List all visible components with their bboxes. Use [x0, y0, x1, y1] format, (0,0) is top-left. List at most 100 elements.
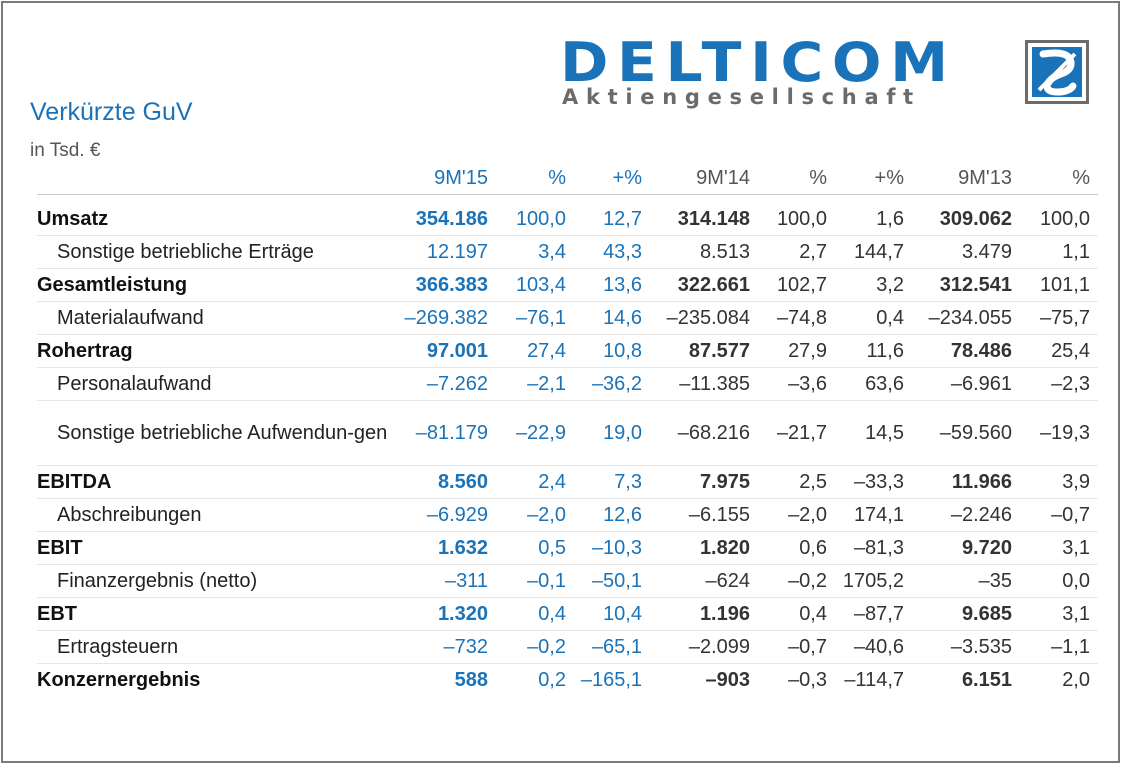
table-row: Konzernergebnis 588 0,2 –165,1 –903 –0,3 –114,…	[37, 664, 1098, 697]
value-9m15: –6.929	[391, 498, 496, 532]
logo-wordmark: DELTICOM	[560, 31, 957, 94]
change-9m14: 0,4	[835, 301, 912, 335]
value-9m14: 322.661	[650, 268, 758, 302]
pct-9m13: –75,7	[1020, 301, 1098, 335]
change-9m14: –40,6	[835, 630, 912, 664]
value-9m13: 312.541	[912, 268, 1020, 302]
change-9m15: 7,3	[574, 465, 650, 499]
value-9m14: –11.385	[650, 367, 758, 401]
pct-9m15: 2,4	[496, 465, 574, 499]
change-9m14: 1,6	[835, 194, 912, 236]
change-9m15: 19,0	[574, 400, 650, 466]
pct-9m14: –2,0	[758, 498, 835, 532]
pct-9m15: –0,1	[496, 564, 574, 598]
table-row: Finanzergebnis (netto) –311 –0,1 –50,1 –624–…	[37, 564, 1098, 598]
value-9m15: 8.560	[391, 465, 496, 499]
header-9m15: 9M'15	[391, 163, 496, 195]
header-9m14: 9M'14	[650, 163, 758, 195]
row-label: Konzernergebnis	[37, 668, 201, 691]
row-label: EBITDA	[37, 465, 391, 499]
value-9m14: –6.155	[650, 498, 758, 532]
value-9m15: 12.197	[391, 235, 496, 269]
pct-9m13: –2,3	[1020, 367, 1098, 401]
table-header-row: 9M'15 % +% 9M'14 % +% 9M'13 %	[37, 163, 1098, 195]
change-9m14: –81,3	[835, 531, 912, 565]
pct-9m14: 27,9	[758, 334, 835, 368]
table-row: EBT 1.320 0,4 10,4 1.196 0,4 –87,7 9.685 3,1	[37, 597, 1098, 631]
table-row: Ertragsteuern –732 –0,2 –65,1 –2.099 –0,7 –40,…	[37, 630, 1098, 664]
table-row: EBIT 1.632 0,5 –10,3 1.820 0,6 –81,3 9.720 3,1	[37, 531, 1098, 565]
value-9m14: 1.820	[650, 531, 758, 565]
row-label: Sonstige betriebliche Erträge	[37, 235, 391, 269]
pct-9m15: 0,2	[538, 668, 566, 691]
unit-label: in Tsd. €	[30, 140, 101, 161]
value-9m13: 78.486	[912, 334, 1020, 368]
value-9m14: –68.216	[650, 400, 758, 466]
header-change-14: +%	[835, 163, 912, 195]
pct-9m14: –74,8	[758, 301, 835, 335]
change-9m14: –33,3	[835, 465, 912, 499]
income-statement-table: 9M'15 % +% 9M'14 % +% 9M'13 % Umsatz 354.…	[37, 163, 1098, 696]
change-9m14: 3,2	[835, 268, 912, 302]
value-9m14: –624	[650, 564, 758, 598]
change-9m14: –114,7	[844, 668, 904, 691]
change-9m15: 13,6	[574, 268, 650, 302]
pct-9m14: 0,6	[758, 531, 835, 565]
pct-9m14: –0,2	[758, 564, 835, 598]
pct-9m15: 100,0	[496, 194, 574, 236]
pct-9m15: –2,1	[496, 367, 574, 401]
pct-9m14: –21,7	[758, 400, 835, 466]
header-pct-14: %	[758, 163, 835, 195]
pct-9m15: 3,4	[496, 235, 574, 269]
header-label	[37, 163, 391, 195]
value-9m13: 3.479	[912, 235, 1020, 269]
row-label: Personalaufwand	[37, 367, 391, 401]
value-9m15: –81.179	[391, 400, 496, 466]
value-9m13: –59.560	[912, 400, 1020, 466]
pct-9m15: –76,1	[496, 301, 574, 335]
pct-9m13: 3,1	[1020, 597, 1098, 631]
value-9m13: 9.720	[912, 531, 1020, 565]
value-9m13: –3.535	[912, 630, 1020, 664]
pct-9m13: –19,3	[1020, 400, 1098, 466]
value-9m14: 87.577	[650, 334, 758, 368]
table-row: Rohertrag 97.001 27,4 10,8 87.577 27,9 11,6 78.…	[37, 334, 1098, 368]
value-9m15: –269.382	[391, 301, 496, 335]
value-9m14: –903	[705, 668, 751, 691]
logo-subtitle: Aktiengesellschaft	[562, 85, 921, 109]
change-9m15: –36,2	[574, 367, 650, 401]
pct-9m15: 0,5	[496, 531, 574, 565]
change-9m15: 10,8	[574, 334, 650, 368]
page-title: Verkürzte GuV	[30, 98, 193, 126]
header-change-15: +%	[574, 163, 650, 195]
table-row: EBITDA 8.560 2,4 7,3 7.975 2,5 –33,3 11.966 3,9	[37, 465, 1098, 499]
pct-9m15: 0,4	[496, 597, 574, 631]
pct-9m13: –0,7	[1020, 498, 1098, 532]
pct-9m14: 2,5	[758, 465, 835, 499]
value-9m15: 97.001	[391, 334, 496, 368]
table-row: Sonstige betriebliche Aufwendun-gen –81.1…	[37, 400, 1098, 466]
pct-9m15: –2,0	[496, 498, 574, 532]
row-label: Umsatz	[37, 194, 391, 236]
table-row: Personalaufwand –7.262 –2,1 –36,2 –11.385 –3,…	[37, 367, 1098, 401]
value-9m14: 8.513	[650, 235, 758, 269]
change-9m14: 11,6	[835, 334, 912, 368]
pct-9m14: 102,7	[758, 268, 835, 302]
value-9m15: –311	[391, 564, 496, 598]
row-label: Finanzergebnis (netto)	[37, 564, 391, 598]
change-9m15: 12,6	[574, 498, 650, 532]
value-9m13: –2.246	[912, 498, 1020, 532]
row-label: EBT	[37, 597, 391, 631]
table-row: Gesamtleistung 366.383 103,4 13,6 322.661 102…	[37, 268, 1098, 302]
change-9m14: –87,7	[835, 597, 912, 631]
pct-9m13: 100,0	[1020, 194, 1098, 236]
pct-9m13: 25,4	[1020, 334, 1098, 368]
row-label: Sonstige betriebliche Aufwendun-gen	[37, 400, 391, 466]
pct-9m14: 0,4	[758, 597, 835, 631]
table-row: Materialaufwand –269.382 –76,1 14,6 –235.084…	[37, 301, 1098, 335]
row-label: Abschreibungen	[37, 498, 391, 532]
delticom-emblem-icon	[1025, 40, 1089, 104]
header-9m13: 9M'13	[912, 163, 1020, 195]
change-9m15: –165,1	[580, 668, 642, 691]
